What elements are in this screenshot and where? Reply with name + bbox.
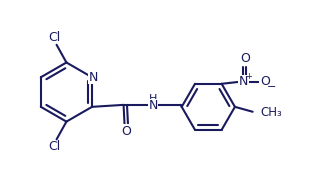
- Text: Cl: Cl: [49, 140, 61, 153]
- Text: N: N: [88, 71, 98, 84]
- Text: O: O: [122, 125, 131, 138]
- Text: N: N: [239, 75, 248, 88]
- Text: N: N: [148, 99, 158, 112]
- Text: H: H: [149, 94, 157, 104]
- Text: −: −: [267, 82, 276, 92]
- Text: CH₃: CH₃: [260, 106, 282, 119]
- Text: O: O: [240, 52, 250, 65]
- Text: O: O: [260, 75, 270, 88]
- Text: Cl: Cl: [49, 31, 61, 44]
- Text: +: +: [245, 72, 252, 81]
